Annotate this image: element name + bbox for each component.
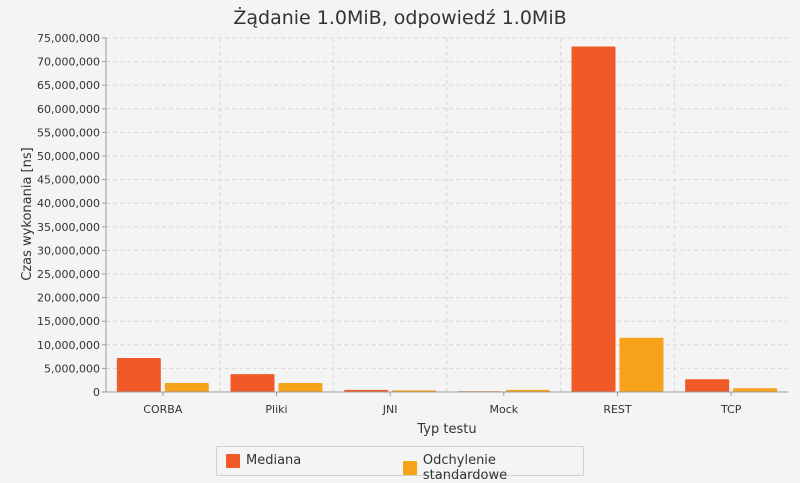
y-tick-label: 20,000,000 (37, 292, 100, 305)
y-tick-label: 0 (93, 386, 100, 399)
legend: Mediana Odchylenie standardowe (216, 446, 584, 483)
x-tick-label: Mock (490, 403, 519, 416)
y-tick-label: 35,000,000 (37, 221, 100, 234)
bar-tcp-mediana (685, 379, 730, 392)
x-tick-label: JNI (382, 403, 398, 416)
x-tick-label: TCP (720, 403, 742, 416)
y-tick-label: 15,000,000 (37, 315, 100, 328)
bar-rest-mediana (571, 46, 616, 392)
bar-jni-mediana (344, 389, 389, 392)
bar-pliki-mediana (230, 374, 275, 392)
y-tick-label: 40,000,000 (37, 197, 100, 210)
y-tick-label: 65,000,000 (37, 79, 100, 92)
y-tick-label: 45,000,000 (37, 174, 100, 187)
bar-corba-mediana (116, 358, 161, 392)
y-tick-label: 50,000,000 (37, 150, 100, 163)
x-axis-label: Typ testu (416, 422, 476, 437)
bar-mock-odchylenie (505, 389, 550, 392)
y-tick-label: 60,000,000 (37, 103, 100, 116)
y-tick-label: 5,000,000 (44, 362, 100, 375)
legend-item-mediana: Mediana (226, 453, 301, 468)
x-tick-label: Pliki (265, 403, 287, 416)
x-axis-ticks: CORBA Pliki JNI Mock REST TCP (106, 391, 788, 416)
y-axis-label: Czas wykonania [ns] (20, 147, 35, 280)
legend-swatch-odchylenie (403, 461, 417, 475)
legend-label-mediana: Mediana (246, 453, 302, 468)
grid-lines (106, 37, 788, 392)
y-axis-ticks: 0 5,000,000 10,000,000 15,000,000 20,000,000… (37, 32, 107, 399)
legend-item-odchylenie: Odchylenie standardowe (403, 453, 583, 483)
legend-swatch-mediana (226, 453, 240, 468)
y-tick-label: 70,000,000 (37, 56, 100, 69)
y-tick-label: 30,000,000 (37, 244, 100, 257)
y-tick-label: 25,000,000 (37, 268, 100, 281)
bar-pliki-odchylenie (278, 383, 323, 392)
x-tick-label: REST (603, 403, 632, 416)
y-tick-label: 55,000,000 (37, 126, 100, 139)
legend-label-odchylenie: Odchylenie standardowe (422, 453, 508, 483)
bar-tcp-odchylenie (733, 388, 778, 392)
bar-rest-odchylenie (619, 337, 664, 392)
y-tick-label: 10,000,000 (37, 339, 100, 352)
bars (116, 46, 778, 392)
chart-title: Żądanie 1.0MiB, odpowiedź 1.0MiB (233, 6, 566, 29)
x-tick-label: CORBA (143, 403, 183, 416)
y-tick-label: 75,000,000 (37, 32, 100, 45)
bar-corba-odchylenie (164, 383, 209, 392)
